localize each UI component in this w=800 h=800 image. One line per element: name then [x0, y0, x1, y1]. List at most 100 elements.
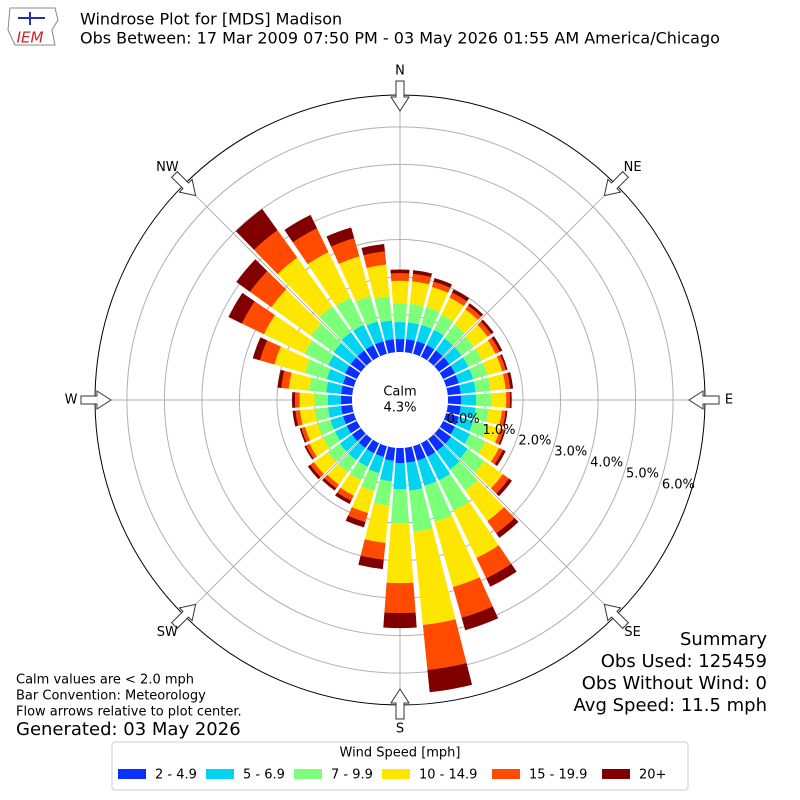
radial-tick-label: 0.0% [447, 412, 480, 427]
bar-segment [404, 446, 416, 463]
bar-segment [301, 426, 311, 442]
bar-segment [323, 431, 341, 449]
calm-value: 4.3% [383, 401, 416, 416]
bar-segment [375, 443, 387, 458]
bar-segment [337, 453, 357, 473]
radial-tick-label: 3.0% [554, 445, 587, 460]
bar-segment [344, 365, 361, 380]
bar-segment [412, 273, 432, 285]
bar-segment [390, 273, 410, 282]
plot [94, 94, 706, 706]
legend-label: 2 - 4.9 [155, 768, 197, 783]
bar-segment [450, 461, 478, 491]
bar-segment [328, 355, 350, 374]
bar-segment [476, 545, 512, 579]
radial-tick-label: 2.0% [518, 434, 551, 449]
bar-segment [342, 413, 357, 425]
bar-segment [507, 372, 514, 389]
bar-segment [292, 410, 299, 427]
bar-segment [413, 528, 456, 626]
bar-segment [416, 324, 432, 345]
bar-segment [385, 446, 396, 461]
bar-segment [406, 322, 420, 341]
arrow-shape [603, 170, 630, 197]
bar-segment [292, 228, 329, 265]
bar-segment [452, 577, 493, 618]
bar-segment [455, 368, 474, 384]
bar-segment [446, 385, 461, 396]
bar-segment [313, 452, 337, 475]
bar-segment [331, 238, 360, 264]
bar-segment [305, 359, 331, 380]
bar-segment [483, 424, 501, 443]
bar-segment [366, 321, 384, 345]
bar-segment [424, 481, 452, 522]
bar-segment [453, 501, 499, 559]
bar-segment [412, 270, 433, 278]
bar-segment [395, 338, 405, 353]
bar-segment [385, 339, 396, 354]
bar-segment [469, 420, 488, 438]
bar-segment [459, 381, 476, 394]
bar-segment [304, 340, 334, 366]
bar-segment [334, 425, 351, 441]
bar-segment [433, 314, 454, 336]
bar-segment [439, 420, 456, 435]
bar-segment [441, 297, 464, 322]
bar-segment [339, 434, 358, 452]
bar-segment [469, 362, 488, 380]
bar-segment [475, 393, 492, 407]
legend-label: 7 - 9.9 [331, 768, 373, 783]
bar-segment [491, 336, 503, 352]
bar-segment [340, 395, 353, 405]
bar-segment [291, 392, 296, 408]
compass-arrow [390, 80, 410, 112]
radial-tick-label: 6.0% [662, 478, 695, 493]
arrow-shape [170, 603, 197, 630]
bar-segment [413, 443, 426, 461]
bar-segment [366, 439, 380, 454]
bar-segment [422, 619, 467, 670]
bar-segment [445, 436, 468, 459]
compass-label: E [725, 393, 733, 408]
bar-segment [360, 539, 386, 560]
bar-segment [386, 522, 414, 584]
bar-segment [352, 324, 374, 350]
compass-arrow [603, 170, 630, 197]
compass-label: SE [624, 625, 640, 640]
bar-segment [358, 434, 372, 449]
grid-spoke [433, 183, 617, 367]
legend-title: Wind Speed [mph] [340, 746, 461, 761]
generated-date: Generated: 03 May 2026 [16, 719, 241, 740]
bar-segment [447, 395, 462, 405]
bar-segment [348, 442, 366, 461]
summary-line: Obs Without Wind: 0 [582, 673, 767, 694]
bar-segment [374, 341, 387, 357]
bar-segment [496, 354, 506, 372]
legend-label: 20+ [639, 768, 666, 783]
bar-segment [443, 413, 459, 426]
bar-segment [358, 555, 384, 570]
compass-arrow [170, 170, 197, 197]
bar-segment [460, 394, 477, 406]
bar-segment [326, 381, 343, 395]
bar-segment [464, 433, 486, 454]
bar-segment [443, 346, 462, 365]
bar-segment [473, 377, 491, 393]
bar-segment [364, 502, 390, 543]
bar-segment [341, 385, 354, 396]
bar-segment [426, 329, 444, 350]
bar-segment [310, 462, 324, 478]
legend-label: 10 - 14.9 [419, 768, 477, 783]
bar-segment [459, 448, 485, 473]
bar-segment [478, 441, 499, 462]
summary-line: Avg Speed: 11.5 mph [574, 695, 767, 716]
bar-segment [428, 434, 444, 452]
bar-segment [349, 461, 368, 481]
bar-segment [465, 324, 488, 347]
arrow-shape [603, 603, 630, 630]
legend-swatch [492, 769, 520, 779]
bar-segment [304, 445, 314, 460]
